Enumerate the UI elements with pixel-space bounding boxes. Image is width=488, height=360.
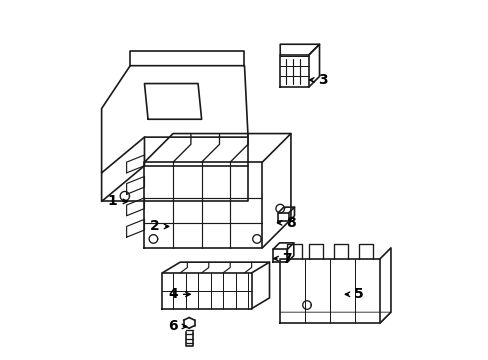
Text: 6: 6 (168, 319, 186, 333)
Text: 1: 1 (107, 194, 127, 208)
Text: 8: 8 (277, 216, 295, 230)
Text: 2: 2 (150, 220, 168, 233)
Text: 7: 7 (273, 252, 292, 266)
Text: 4: 4 (168, 287, 190, 301)
Text: 5: 5 (345, 287, 363, 301)
Text: 3: 3 (309, 73, 327, 87)
